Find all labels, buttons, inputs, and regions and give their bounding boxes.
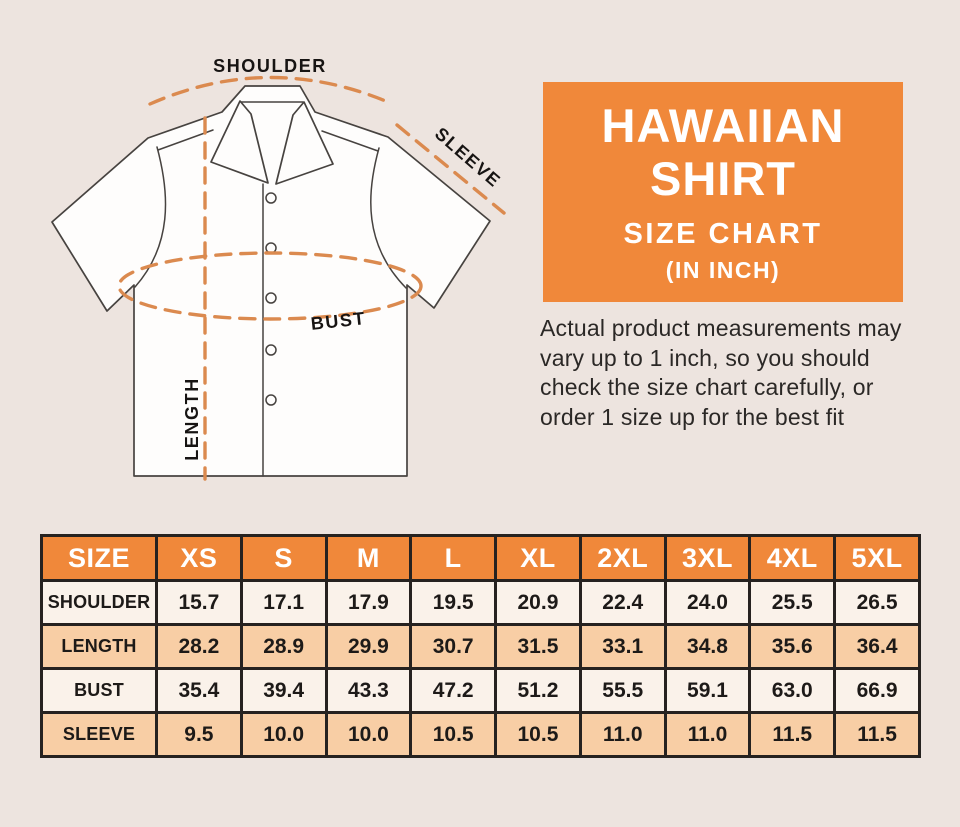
row-label: LENGTH	[40, 623, 158, 670]
table-row: SHOULDER 15.7 17.1 17.9 19.5 20.9 22.4 24.0 25.5…	[40, 579, 921, 626]
size-col-header: 3XL	[663, 534, 752, 582]
size-value-cell: 28.2	[155, 623, 243, 670]
title-line-1: HAWAIIAN	[601, 98, 845, 152]
size-note: Actual product measurements may vary up …	[540, 315, 902, 430]
right-armhole-seam	[370, 147, 407, 289]
size-value-cell: 29.9	[324, 623, 413, 670]
size-value-cell: 28.9	[239, 623, 328, 670]
size-value-cell: 10.5	[409, 711, 498, 758]
size-value-cell: 26.5	[833, 579, 921, 626]
button-4	[265, 344, 277, 356]
title-line-2: SHIRT	[650, 151, 796, 205]
shirt-outline	[51, 85, 491, 477]
size-value-cell: 10.5	[494, 711, 582, 758]
size-value-cell: 15.7	[155, 579, 243, 626]
size-col-header: SIZE	[40, 534, 158, 582]
table-row: SLEEVE 9.5 10.0 10.0 10.5 10.5 11.0 11.0 11.5 11.…	[40, 711, 921, 758]
size-col-header: XL	[494, 534, 582, 582]
size-value-cell: 36.4	[833, 623, 921, 670]
size-value-cell: 17.1	[239, 579, 328, 626]
right-yoke-seam	[321, 130, 379, 152]
size-col-header: 2XL	[578, 534, 667, 582]
title-subtitle: SIZE CHART	[623, 218, 823, 251]
size-value-cell: 22.4	[578, 579, 667, 626]
table-row: LENGTH 28.2 28.9 29.9 30.7 31.5 33.1 34.8 35.6 36…	[40, 623, 921, 670]
size-col-header: 5XL	[833, 534, 921, 582]
size-value-cell: 10.0	[239, 711, 328, 758]
size-col-header: S	[239, 534, 328, 582]
button-3	[265, 292, 277, 304]
size-value-cell: 25.5	[748, 579, 837, 626]
left-armhole-seam	[134, 146, 167, 288]
table-header-row: SIZE XS S M L XL 2XL 3XL 4XL 5XL	[40, 534, 921, 582]
shirt-measurement-diagram: SHOULDER SLEEVE BUST LENGTH	[0, 0, 540, 515]
size-value-cell: 55.5	[578, 667, 667, 714]
size-value-cell: 20.9	[494, 579, 582, 626]
size-col-header: M	[324, 534, 413, 582]
shoulder-label: SHOULDER	[213, 56, 327, 76]
size-value-cell: 35.4	[155, 667, 243, 714]
table-row: BUST 35.4 39.4 43.3 47.2 51.2 55.5 59.1 63.0 66.9	[40, 667, 921, 714]
size-value-cell: 33.1	[578, 623, 667, 670]
title-box: HAWAIIAN SHIRT SIZE CHART (IN INCH)	[543, 82, 903, 302]
size-value-cell: 34.8	[663, 623, 752, 670]
size-value-cell: 35.6	[748, 623, 837, 670]
size-chart-table: SIZE XS S M L XL 2XL 3XL 4XL 5XL SHOULDER 15.7 17.1…	[40, 534, 921, 758]
shoulder-measure-arc	[148, 75, 390, 106]
size-value-cell: 39.4	[239, 667, 328, 714]
size-value-cell: 31.5	[494, 623, 582, 670]
size-value-cell: 66.9	[833, 667, 921, 714]
button-5	[265, 394, 277, 406]
row-label: SLEEVE	[40, 711, 158, 758]
size-value-cell: 11.5	[748, 711, 837, 758]
size-value-cell: 19.5	[409, 579, 498, 626]
size-col-header: L	[409, 534, 498, 582]
size-value-cell: 47.2	[409, 667, 498, 714]
length-label: LENGTH	[182, 377, 202, 461]
row-label: SHOULDER	[40, 579, 158, 626]
size-value-cell: 11.5	[833, 711, 921, 758]
table-body: SHOULDER 15.7 17.1 17.9 19.5 20.9 22.4 24.0 25.5…	[40, 579, 921, 758]
row-label: BUST	[40, 667, 158, 714]
size-value-cell: 17.9	[324, 579, 413, 626]
size-value-cell: 51.2	[494, 667, 582, 714]
shirt-diagram-svg: SHOULDER SLEEVE BUST LENGTH	[51, 56, 506, 481]
size-value-cell: 59.1	[663, 667, 752, 714]
size-value-cell: 11.0	[578, 711, 667, 758]
collar-left-leaf	[210, 100, 269, 184]
size-value-cell: 63.0	[748, 667, 837, 714]
bust-measure-ellipse	[117, 251, 423, 321]
title-unit: (IN INCH)	[665, 257, 781, 284]
size-value-cell: 10.0	[324, 711, 413, 758]
size-value-cell: 30.7	[409, 623, 498, 670]
collar-right-leaf	[275, 101, 334, 185]
size-col-header: 4XL	[748, 534, 837, 582]
size-value-cell: 43.3	[324, 667, 413, 714]
size-col-header: XS	[155, 534, 243, 582]
size-value-cell: 9.5	[155, 711, 243, 758]
size-value-cell: 11.0	[663, 711, 752, 758]
sleeve-measure-line	[395, 123, 506, 215]
size-value-cell: 24.0	[663, 579, 752, 626]
button-1	[265, 192, 277, 204]
